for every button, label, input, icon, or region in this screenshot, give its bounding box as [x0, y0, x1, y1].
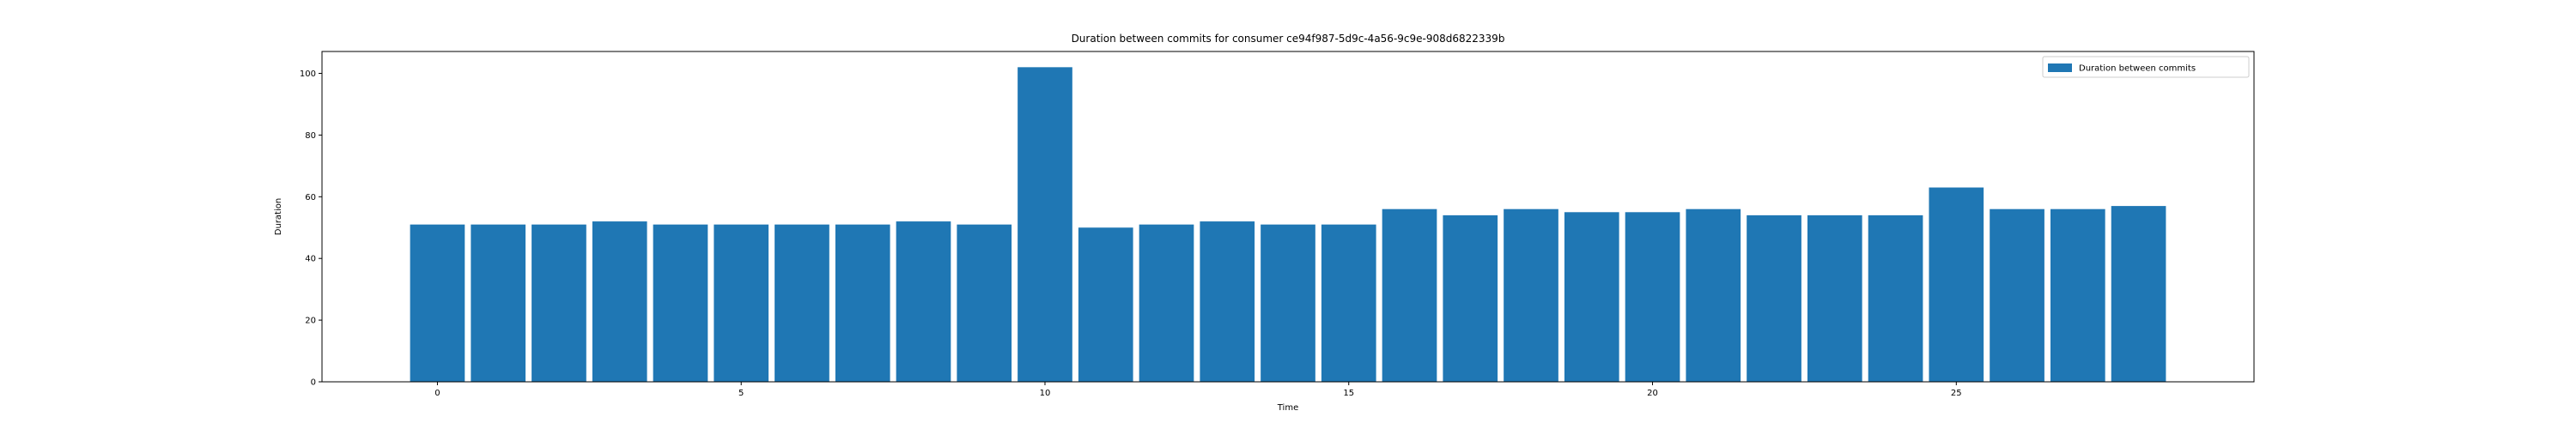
legend: Duration between commits — [2042, 56, 2250, 78]
bar — [653, 224, 708, 382]
bar — [1868, 214, 1923, 382]
legend-box — [2042, 56, 2250, 78]
bar — [2111, 206, 2166, 382]
plot-area-frame — [321, 51, 2255, 383]
bar — [1625, 212, 1680, 382]
y-tick-label: 80 — [305, 131, 316, 141]
bar — [957, 224, 1012, 382]
y-tick-label: 40 — [305, 255, 316, 264]
bar — [592, 221, 647, 382]
y-tick-label: 60 — [305, 193, 316, 202]
legend-label: Duration between commits — [2079, 64, 2196, 74]
x-tick-label: 0 — [434, 389, 440, 398]
bar — [410, 224, 465, 382]
bar — [1747, 214, 1801, 382]
x-tick-label: 20 — [1647, 389, 1658, 398]
x-tick-label: 25 — [1951, 389, 1962, 398]
bar — [1443, 214, 1498, 382]
y-tick-label: 20 — [305, 317, 316, 326]
bar — [1990, 208, 2044, 382]
bar — [1321, 224, 1376, 382]
y-axis-ticks: 0 20 40 60 80 100 — [300, 69, 322, 388]
bar — [1929, 187, 1984, 382]
x-tick-label: 5 — [738, 389, 744, 398]
bar — [1261, 224, 1315, 382]
y-tick-label: 0 — [311, 378, 316, 388]
x-axis-label: Time — [1277, 403, 1298, 413]
bar — [1686, 208, 1741, 382]
x-tick-label: 15 — [1343, 389, 1354, 398]
bar — [1807, 214, 1862, 382]
legend-swatch — [2048, 63, 2072, 72]
bar — [1078, 227, 1133, 382]
y-axis-label: Duration — [274, 198, 283, 235]
bars-group — [410, 67, 2166, 382]
bar — [471, 224, 526, 382]
bar — [714, 224, 769, 382]
y-tick-label: 100 — [300, 69, 316, 79]
bar — [775, 224, 829, 382]
bar — [1018, 67, 1072, 382]
x-tick-label: 10 — [1040, 389, 1051, 398]
bar — [1382, 208, 1437, 382]
bar — [1504, 208, 1558, 382]
bar — [1139, 224, 1194, 382]
bar — [1200, 221, 1255, 382]
x-axis-ticks: 0 5 10 15 20 25 — [434, 382, 1962, 398]
bar — [835, 224, 890, 382]
bar — [1564, 212, 1619, 382]
bar — [896, 221, 951, 382]
bar — [2050, 208, 2105, 382]
bar — [532, 224, 586, 382]
chart-title: Duration between commits for consumer ce… — [1072, 33, 1505, 45]
